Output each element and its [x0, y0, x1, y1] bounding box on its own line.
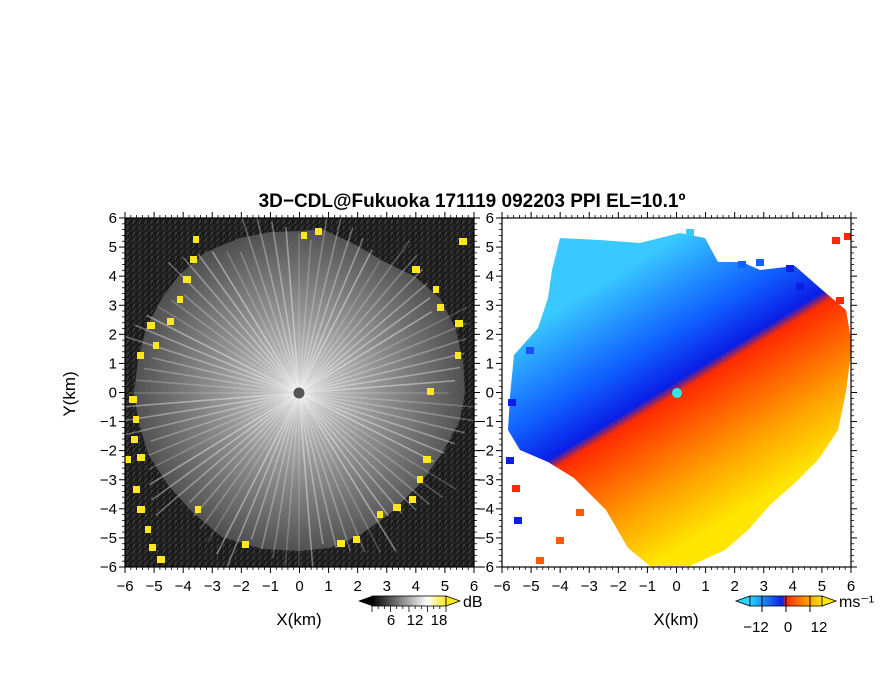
reflectivity-colorbar: 6 12 18 dB — [358, 594, 483, 629]
reflectivity-high-echo — [125, 228, 467, 563]
y-tick-label: −5 — [477, 530, 494, 547]
x-tick-label: 5 — [441, 578, 449, 595]
y-tick-label: 5 — [109, 239, 117, 256]
x-tick-label: 2 — [353, 578, 361, 595]
y-tick-label: 0 — [486, 385, 494, 402]
x-tick-label: 3 — [383, 578, 391, 595]
x-tick-label: 0 — [672, 578, 680, 595]
x-tick-label: −1 — [262, 578, 279, 595]
figure-title: 3D−CDL@Fukuoka 171119 092203 PPI EL=10.1… — [259, 191, 686, 212]
x-tick-label: −1 — [639, 578, 656, 595]
x-tick-label: −2 — [610, 578, 627, 595]
x-tick-label: −2 — [233, 578, 250, 595]
y-tick-label: 3 — [109, 297, 117, 314]
colorbar-tick: 0 — [784, 619, 792, 636]
y-tick-label: 1 — [486, 355, 494, 372]
x-axis-label-right: X(km) — [653, 610, 698, 629]
y-tick-label: −4 — [100, 501, 117, 518]
y-tick-label: 4 — [109, 268, 117, 285]
x-tick-label: 3 — [760, 578, 768, 595]
y-tick-label: −6 — [477, 559, 494, 576]
x-tick-label: 4 — [412, 578, 420, 595]
radar-site-marker-velocity — [672, 388, 682, 398]
y-tick-label: 4 — [486, 268, 494, 285]
y-axis-label: Y(km) — [60, 371, 79, 416]
radar-site-marker — [293, 387, 305, 399]
colorbar-tick: 18 — [431, 612, 448, 629]
velocity-fringe — [506, 229, 851, 564]
colorbar-tick: 6 — [387, 612, 395, 629]
y-tick-label: −1 — [477, 414, 494, 431]
y-tick-label: 2 — [486, 326, 494, 343]
reflectivity-spokes — [125, 218, 474, 567]
colorbar-tick: 12 — [407, 612, 424, 629]
y-tick-label: 6 — [109, 210, 117, 227]
x-tick-label: −3 — [204, 578, 221, 595]
x-tick-label: 5 — [818, 578, 826, 595]
y-tick-label: −2 — [100, 443, 117, 460]
y-tick-label: −2 — [477, 443, 494, 460]
colorbar-tick: −12 — [743, 619, 768, 636]
x-tick-label: −6 — [116, 578, 133, 595]
x-tick-label: −3 — [581, 578, 598, 595]
x-tick-label: −4 — [175, 578, 192, 595]
x-tick-label: −6 — [493, 578, 510, 595]
y-tick-label: 5 — [486, 239, 494, 256]
y-tick-label: −3 — [100, 472, 117, 489]
x-tick-label: −5 — [523, 578, 540, 595]
y-tick-label: 3 — [486, 297, 494, 314]
y-tick-label: −4 — [477, 501, 494, 518]
reflectivity-axes: −6 −6 −5 −5 −4 −4 −3 −3 −2 −2 −1 −1 0 0 1 1 2 2 3 3 4 4 5 5 6 6 — [100, 210, 480, 595]
velocity-echo — [508, 233, 851, 566]
colorbar-unit: ms⁻¹ — [839, 594, 874, 611]
x-tick-label: 4 — [789, 578, 797, 595]
colorbar-unit: dB — [463, 594, 483, 611]
x-tick-label: 1 — [701, 578, 709, 595]
y-tick-label: 1 — [109, 355, 117, 372]
x-tick-label: −4 — [552, 578, 569, 595]
y-tick-label: −1 — [100, 414, 117, 431]
x-tick-label: 2 — [730, 578, 738, 595]
velocity-colorbar: −12 0 12 ms⁻¹ — [734, 594, 874, 636]
velocity-axes: −6 −6 −5 −5 −4 −4 −3 −3 −2 −2 −1 −1 0 0 1 1 2 2 3 3 4 4 5 5 6 6 — [477, 210, 857, 595]
x-axis-label-left: X(km) — [276, 610, 321, 629]
y-tick-label: 0 — [109, 385, 117, 402]
y-tick-label: −6 — [100, 559, 117, 576]
y-tick-label: −5 — [100, 530, 117, 547]
y-tick-label: 2 — [109, 326, 117, 343]
x-tick-label: 6 — [847, 578, 855, 595]
y-tick-label: 6 — [486, 210, 494, 227]
x-tick-label: 6 — [470, 578, 478, 595]
x-tick-label: −5 — [146, 578, 163, 595]
colorbar-tick: 12 — [811, 619, 828, 636]
y-tick-label: −3 — [477, 472, 494, 489]
x-tick-label: 1 — [324, 578, 332, 595]
x-tick-label: 0 — [295, 578, 303, 595]
